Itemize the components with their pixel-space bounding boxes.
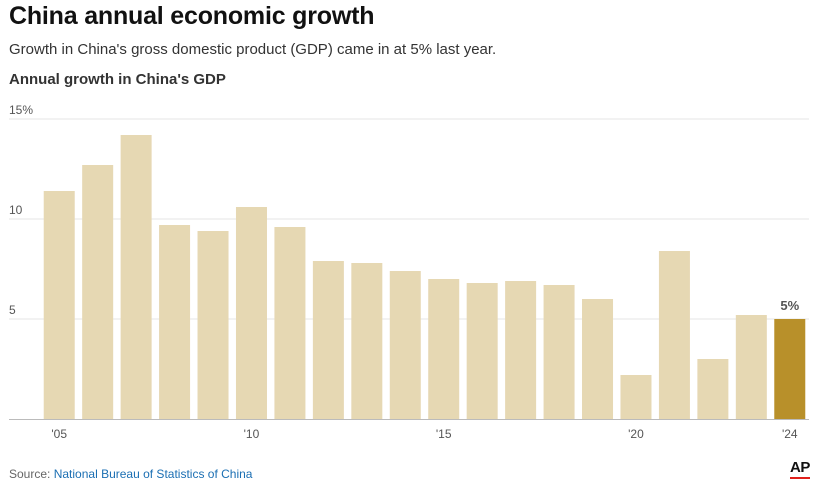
bar-2022 [697, 359, 729, 419]
x-tick-labels: '05 '10 '15 '20 '24 [51, 427, 798, 441]
bar-2021 [658, 251, 690, 419]
source-link[interactable]: National Bureau of Statistics of China [53, 467, 253, 481]
y-tick-label: 10 [9, 203, 23, 217]
bars [43, 135, 806, 419]
y-tick-label: 5 [9, 303, 16, 317]
bar-2006 [82, 165, 114, 419]
bar-2014 [389, 271, 421, 419]
x-tick-label: '10 [244, 427, 260, 441]
bar-2019 [582, 299, 614, 419]
bar-2010 [235, 207, 267, 419]
bar-2023 [735, 315, 767, 419]
x-tick-label: '15 [436, 427, 452, 441]
bar-2011 [274, 227, 306, 419]
x-tick-label: '24 [782, 427, 798, 441]
bar-2015 [428, 279, 460, 419]
y-tick-label: 15% [9, 103, 33, 117]
ap-logo: AP [790, 460, 810, 479]
bar-2020 [620, 375, 652, 419]
bar-2009 [197, 231, 229, 419]
x-tick-label: '20 [628, 427, 644, 441]
bar-highlight-2024 [774, 319, 806, 419]
bar-2013 [351, 263, 383, 419]
bar-2018 [543, 285, 575, 419]
bar-2017 [505, 281, 537, 419]
data-label-highlight: 5% [780, 298, 799, 313]
x-tick-label: '05 [51, 427, 67, 441]
bar-2012 [312, 261, 344, 419]
bar-2016 [466, 283, 498, 419]
source-note: Source: National Bureau of Statistics of… [9, 467, 252, 481]
chart-subtitle: Growth in China's gross domestic product… [9, 41, 497, 58]
chart-title: China annual economic growth [9, 2, 375, 30]
bar-2007 [120, 135, 152, 419]
chart-heading: Annual growth in China's GDP [9, 71, 226, 88]
bar-2005 [43, 191, 75, 419]
data-labels: 5% [780, 298, 799, 313]
y-tick-labels: 5 10 15% [9, 103, 33, 317]
bar-2008 [159, 225, 191, 419]
source-prefix: Source: [9, 467, 54, 481]
